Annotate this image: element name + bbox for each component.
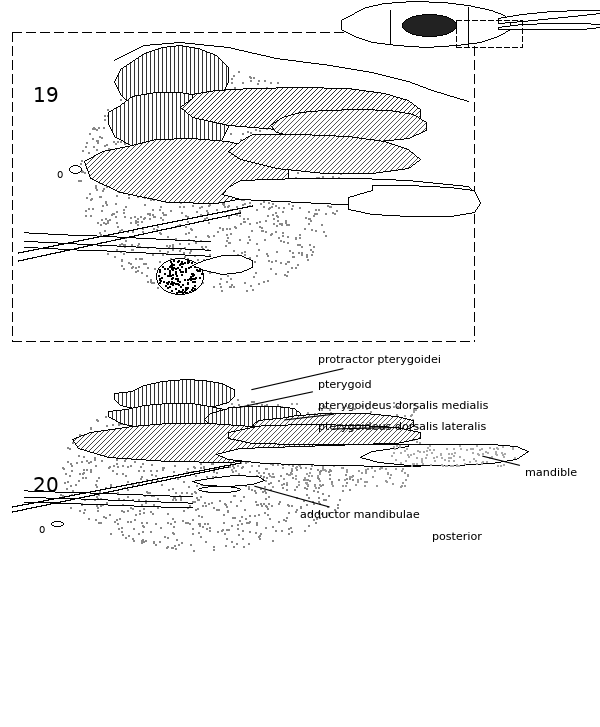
Text: mandible: mandible xyxy=(482,456,577,478)
Text: adductor mandibulae: adductor mandibulae xyxy=(254,486,420,521)
Text: protractor pterygoidei: protractor pterygoidei xyxy=(252,356,441,390)
Text: posterior: posterior xyxy=(432,531,482,542)
Text: pterygoideus dorsalis lateralis: pterygoideus dorsalis lateralis xyxy=(318,422,486,433)
Text: pterygoideus dorsalis medialis: pterygoideus dorsalis medialis xyxy=(285,401,488,420)
Text: pterygoid: pterygoid xyxy=(240,380,371,407)
